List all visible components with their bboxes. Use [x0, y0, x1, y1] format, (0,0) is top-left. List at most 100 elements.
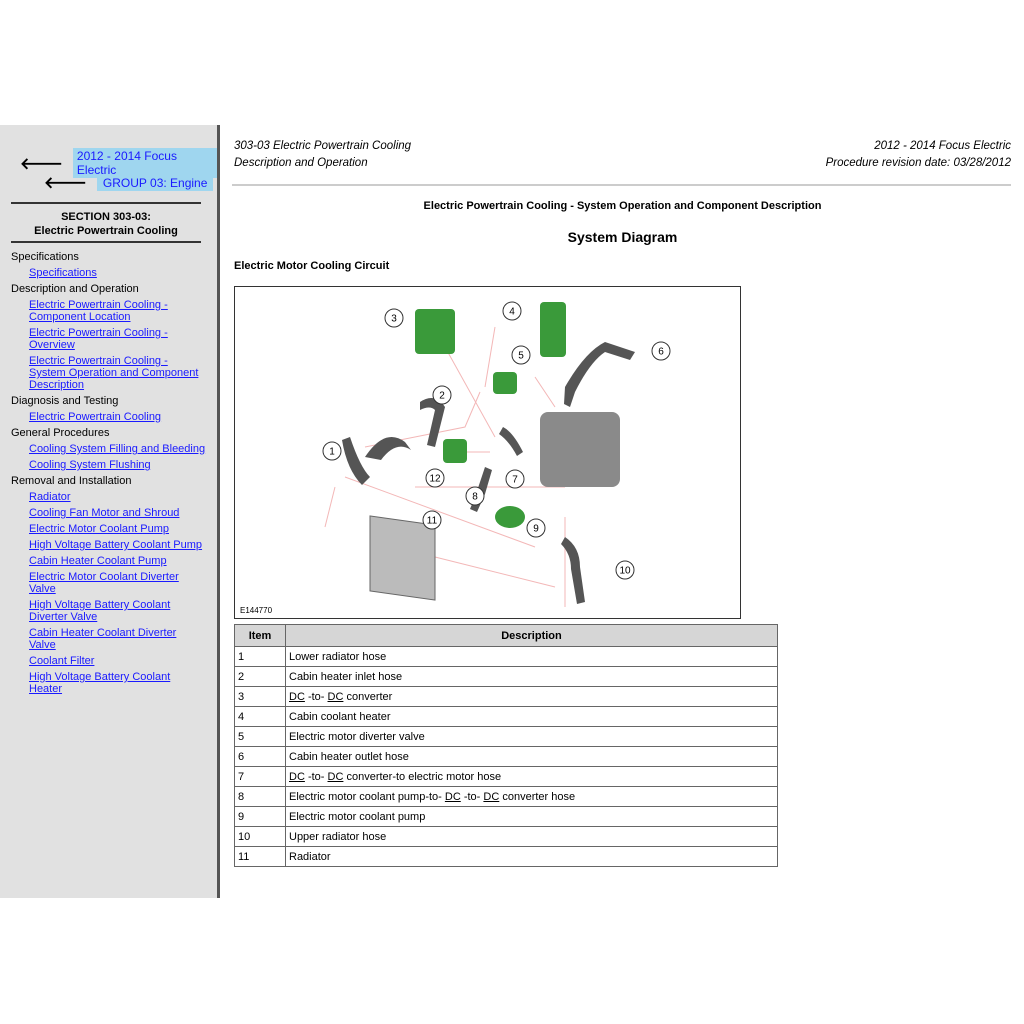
col-description: Description	[285, 624, 778, 647]
nav-category: Diagnosis and Testing	[11, 395, 119, 407]
callout-number: 8	[472, 492, 478, 503]
model-link[interactable]: 2012 - 2014 Focus Electric	[72, 148, 217, 178]
callout-circle	[422, 510, 442, 530]
main-content: 303-03 Electric Powertrain Cooling Descri…	[232, 138, 1011, 867]
header-model: 2012 - 2014 Focus Electric	[874, 140, 1011, 152]
nav-link[interactable]: Coolant Filter	[29, 655, 95, 667]
divider	[11, 202, 201, 204]
page-title: Electric Powertrain Cooling - System Ope…	[423, 200, 822, 212]
item-number: 8	[234, 786, 286, 807]
arrow-left-icon: 🡐	[44, 175, 87, 192]
figure-id: E144770	[240, 606, 273, 615]
nav-link[interactable]: Specifications	[29, 267, 97, 279]
callout-circle	[425, 468, 445, 488]
nav-category: Removal and Installation	[11, 475, 132, 487]
nav-link[interactable]: High Voltage Battery Coolant Diverter Va…	[29, 599, 171, 623]
divider	[232, 184, 1011, 186]
green-components	[415, 302, 566, 528]
arrow-left-icon: 🡐	[20, 155, 63, 173]
item-description: DC -to- DC converter	[285, 686, 778, 707]
nav-link[interactable]: Electric Motor Coolant Pump	[29, 523, 169, 535]
nav-link[interactable]: Cooling Fan Motor and Shroud	[29, 507, 180, 519]
nav-link[interactable]: High Voltage Battery Coolant Pump	[29, 539, 203, 551]
group-link[interactable]: GROUP 03: Engine	[96, 174, 214, 191]
divider	[11, 241, 201, 243]
table-row: 2 Cabin heater inlet hose	[234, 666, 778, 687]
nav-link[interactable]: High Voltage Battery Coolant Heater	[29, 671, 171, 695]
callout-circle	[651, 341, 671, 361]
item-description: Electric motor diverter valve	[285, 726, 778, 747]
item-description: Electric motor coolant pump-to- DC -to- …	[285, 786, 778, 807]
callout-number: 7	[512, 475, 518, 486]
item-description: DC -to- DC converter-to electric motor h…	[285, 766, 778, 787]
callout-number: 5	[518, 351, 524, 362]
item-number: 7	[234, 766, 286, 787]
callout-circle	[322, 441, 342, 461]
table-row: 3 DC -to- DC converter	[234, 686, 778, 707]
table-row: 11 Radiator	[234, 846, 778, 867]
nav-link[interactable]: Electric Powertrain Cooling - System Ope…	[29, 355, 199, 391]
section-name: Electric Powertrain Cooling	[34, 225, 178, 237]
back-model-link[interactable]: 🡐 2012 - 2014 Focus Electric	[20, 148, 217, 178]
callout-number: 10	[619, 566, 631, 577]
nav-link[interactable]: Cabin Heater Coolant Diverter Valve	[29, 627, 177, 651]
item-description: Electric motor coolant pump	[285, 806, 778, 827]
nav-link[interactable]: Electric Powertrain Cooling - Overview	[29, 327, 168, 351]
callout-number: 12	[429, 474, 441, 485]
table-row: 10 Upper radiator hose	[234, 826, 778, 847]
item-number: 5	[234, 726, 286, 747]
nav-category: Description and Operation	[11, 283, 139, 295]
header-section: 303-03 Electric Powertrain Cooling	[234, 140, 412, 152]
callout-circle	[615, 560, 635, 580]
components-table: Item Description 1 Lower radiator hose 2 Cab…	[234, 624, 778, 867]
callout-number: 4	[509, 307, 515, 318]
item-number: 9	[234, 806, 286, 827]
callout-circle	[526, 518, 546, 538]
nav-category: Specifications	[11, 251, 79, 263]
col-item: Item	[234, 624, 286, 647]
callout-circle	[465, 486, 485, 506]
circuit-heading: Electric Motor Cooling Circuit	[234, 260, 390, 272]
callout-number: 6	[658, 347, 664, 358]
nav-link[interactable]: Electric Powertrain Cooling - Component …	[29, 299, 168, 323]
sidebar: 🡐 2012 - 2014 Focus Electric 🡐 GROUP 03: E…	[0, 125, 220, 898]
system-diagram: 1 2 3 4 5 6 7 8 9 10 11 12 E144770	[234, 286, 741, 619]
callout-number: 3	[391, 314, 397, 325]
nav-link[interactable]: Cooling System Filling and Bleeding	[29, 443, 206, 455]
table-row: 8 Electric motor coolant pump-to- DC -to-…	[234, 786, 778, 807]
section-title: SECTION 303-03: Electric Powertrain Cooli…	[11, 210, 201, 238]
nav-link[interactable]: Cabin Heater Coolant Pump	[29, 555, 167, 567]
item-number: 4	[234, 706, 286, 727]
callout-circle	[511, 345, 531, 365]
radiator-illustration	[369, 515, 436, 601]
item-description: Cabin heater inlet hose	[285, 666, 778, 687]
nav-link[interactable]: Radiator	[29, 491, 71, 503]
callout-circle	[502, 301, 522, 321]
item-number: 2	[234, 666, 286, 687]
nav-link[interactable]: Electric Powertrain Cooling	[29, 411, 162, 423]
item-description: Cabin coolant heater	[285, 706, 778, 727]
header-subsection: Description and Operation	[234, 157, 368, 169]
table-row: 6 Cabin heater outlet hose	[234, 746, 778, 767]
callout-circle	[384, 308, 404, 328]
callout-number: 11	[427, 516, 438, 527]
callout-number: 2	[439, 391, 445, 402]
item-number: 11	[234, 846, 286, 867]
revision-date: Procedure revision date: 03/28/2012	[825, 157, 1011, 169]
table-row: 9 Electric motor coolant pump	[234, 806, 778, 827]
callout-number: 9	[533, 524, 539, 535]
electric-motor-illustration	[540, 412, 620, 487]
item-description: Lower radiator hose	[285, 646, 778, 667]
item-description: Upper radiator hose	[285, 826, 778, 847]
callout-circle	[432, 385, 452, 405]
item-number: 6	[234, 746, 286, 767]
section-nav: Specifications Specifications Description …	[11, 249, 206, 699]
section-number: SECTION 303-03:	[61, 211, 151, 223]
item-description: Cabin heater outlet hose	[285, 746, 778, 767]
table-row: 1 Lower radiator hose	[234, 646, 778, 667]
nav-link[interactable]: Electric Motor Coolant Diverter Valve	[29, 571, 179, 595]
back-group-link[interactable]: 🡐 GROUP 03: Engine	[44, 172, 214, 193]
nav-link[interactable]: Cooling System Flushing	[29, 459, 151, 471]
item-description: Radiator	[285, 846, 778, 867]
